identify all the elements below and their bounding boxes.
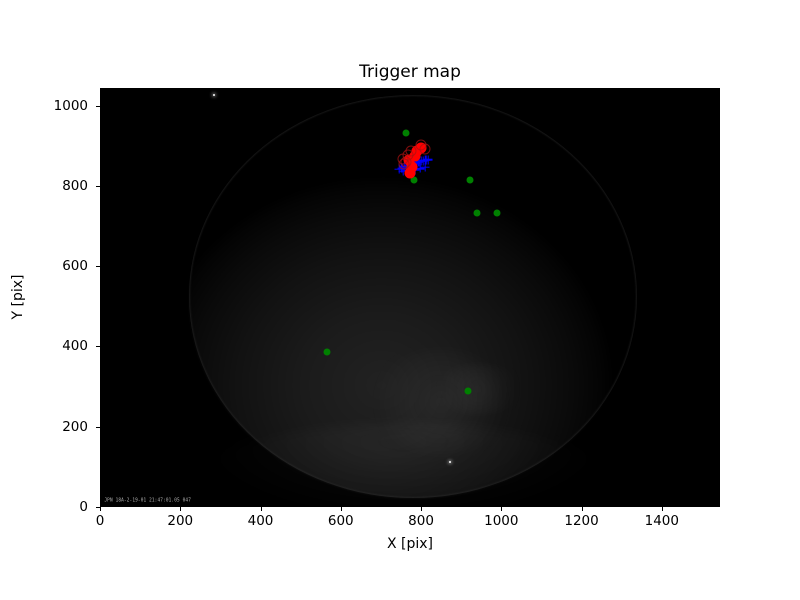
y-tick-mark [96, 426, 100, 428]
page-title: Trigger map [359, 62, 461, 82]
trigger-plus-marker [421, 163, 430, 172]
detection-dot-marker [410, 176, 418, 184]
y-tick-label: 400 [62, 338, 88, 355]
x-tick-mark [260, 507, 262, 511]
plot-axes: JPN 18A-2-19-01 21:47:01.05 047 [100, 88, 720, 507]
detection-dot-marker [473, 209, 481, 217]
x-tick-label: 800 [408, 513, 434, 529]
y-tick-label: 0 [79, 499, 88, 515]
y-tick-mark [96, 185, 100, 187]
x-tick-mark [581, 507, 583, 511]
sky-haze-patch-a [360, 347, 522, 456]
sky-horizon-glow [212, 422, 596, 506]
field-star [448, 461, 451, 464]
sky-haze-patch-b [422, 364, 534, 415]
x-tick-label: 600 [327, 513, 354, 529]
centroid-outline-marker [419, 143, 431, 155]
y-tick-mark [96, 266, 100, 268]
centroid-outline-marker [405, 145, 417, 157]
detection-dot-marker [402, 129, 410, 137]
y-tick-label: 600 [62, 258, 88, 275]
y-tick-label: 1000 [53, 97, 88, 114]
x-tick-mark [340, 507, 342, 511]
detection-dot-marker [493, 209, 501, 217]
x-tick-mark [501, 507, 503, 511]
x-tick-label: 400 [247, 513, 274, 529]
y-tick-mark [96, 346, 100, 348]
x-tick-label: 1000 [484, 513, 519, 529]
y-tick-mark [96, 105, 100, 107]
camera-timestamp-overlay: JPN 18A-2-19-01 21:47:01.05 047 [104, 497, 191, 504]
x-tick-mark [180, 507, 182, 511]
detection-dot-marker [464, 387, 472, 395]
x-tick-label: 200 [167, 513, 194, 529]
centroid-dot-marker [406, 161, 418, 173]
x-tick-label: 1200 [564, 513, 599, 529]
y-axis-label: Y [pix] [10, 274, 26, 320]
detection-dot-marker [323, 348, 331, 356]
y-tick-label: 200 [62, 418, 88, 435]
x-axis-label: X [pix] [386, 536, 434, 552]
x-tick-mark [421, 507, 423, 511]
y-tick-label: 800 [62, 177, 88, 194]
x-tick-mark [661, 507, 663, 511]
x-tick-label: 0 [95, 513, 105, 529]
x-tick-label: 1400 [644, 513, 679, 529]
scatter-marker-layer [101, 89, 719, 506]
x-tick-mark [100, 507, 101, 511]
centroid-dot-marker [404, 167, 416, 179]
detection-dot-marker [466, 176, 474, 184]
field-star [212, 93, 215, 96]
y-tick-mark [96, 507, 100, 508]
